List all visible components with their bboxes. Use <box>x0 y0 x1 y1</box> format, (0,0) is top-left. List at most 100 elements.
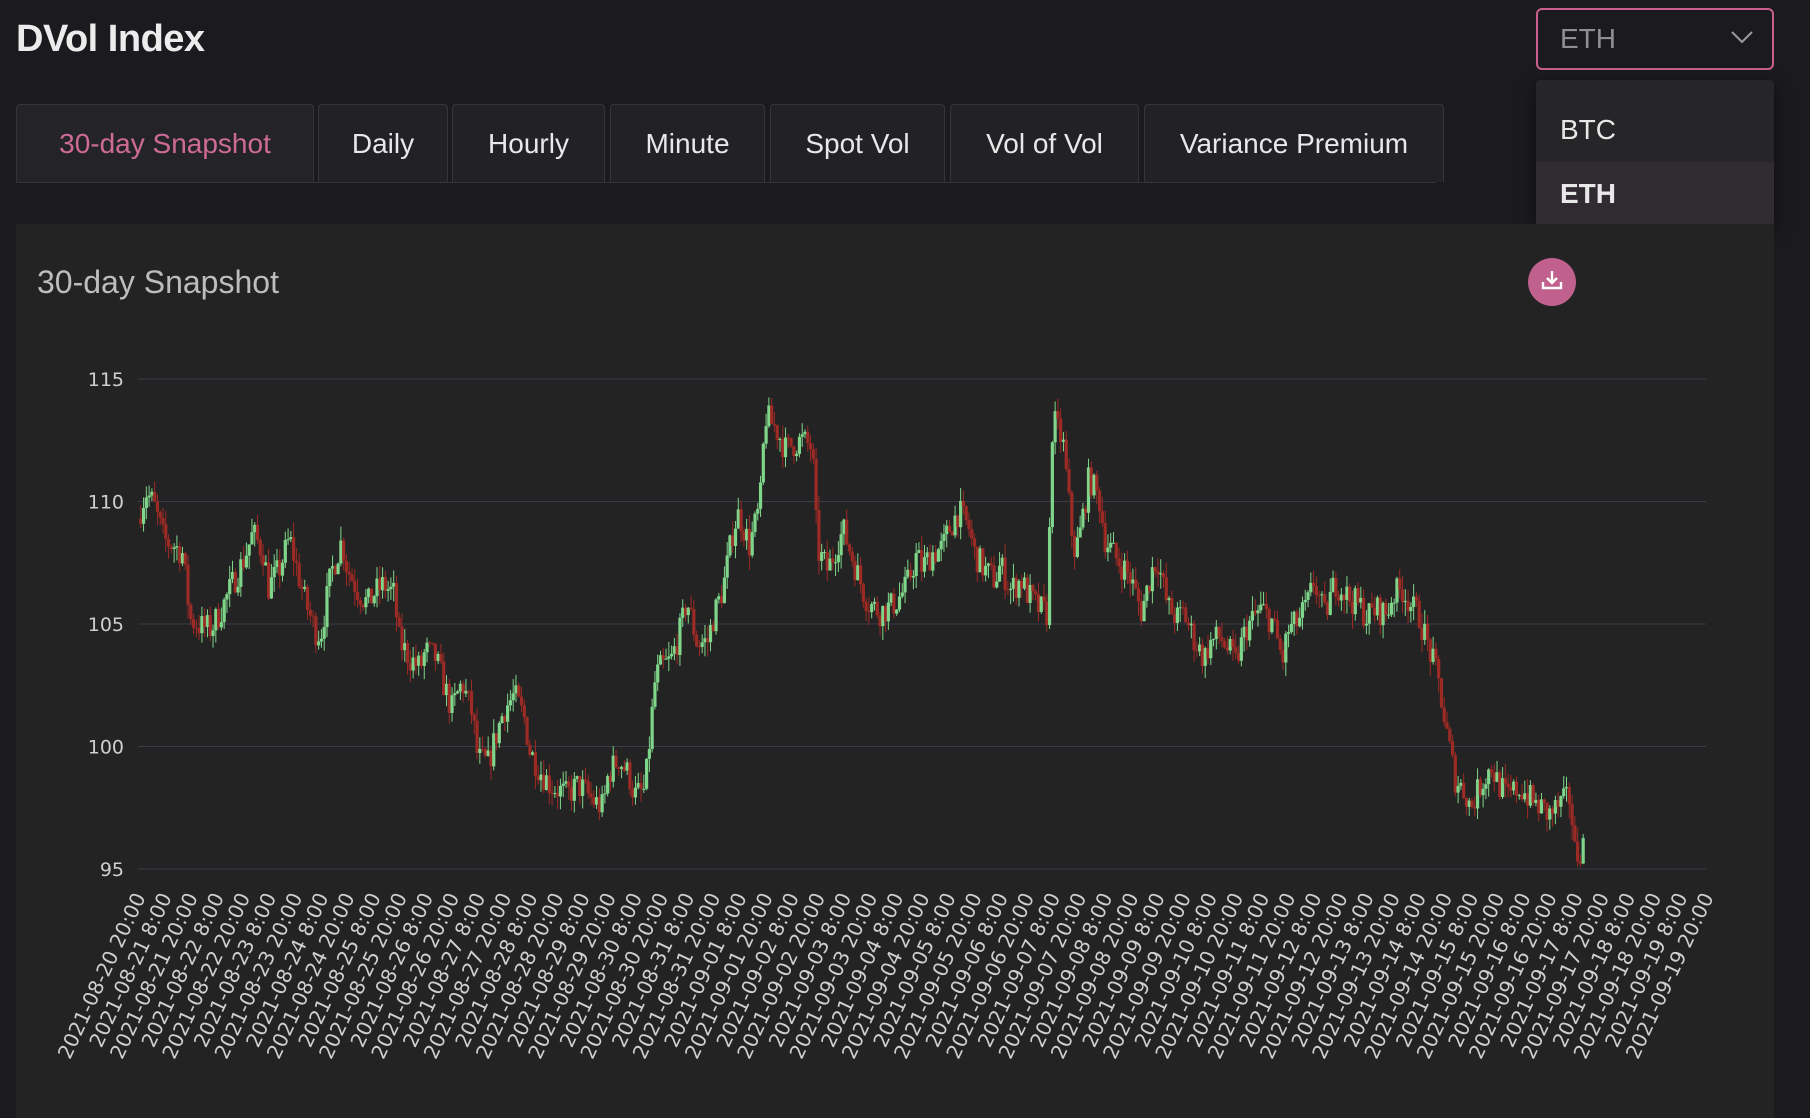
candle-down <box>1139 601 1143 622</box>
candle-down <box>1492 772 1496 782</box>
tab-spot-vol[interactable]: Spot Vol <box>770 104 945 182</box>
tab-daily[interactable]: Daily <box>318 104 448 182</box>
candle-up <box>553 792 557 794</box>
candle-up <box>839 534 843 556</box>
candle-down <box>831 558 835 563</box>
candle-down <box>1059 418 1063 442</box>
candle-up <box>672 646 676 654</box>
tab-minute[interactable]: Minute <box>610 104 765 182</box>
download-button[interactable] <box>1528 258 1576 306</box>
candle-down <box>1551 808 1555 814</box>
candle-up <box>500 716 504 724</box>
candle-up <box>514 685 518 694</box>
tab-vol-of-vol[interactable]: Vol of Vol <box>950 104 1139 182</box>
candle-down <box>1095 474 1099 491</box>
option-eth[interactable]: ETH <box>1536 162 1774 226</box>
tab-30-day-snapshot[interactable]: 30-day Snapshot <box>16 104 314 182</box>
candle-down <box>972 538 977 547</box>
page-title: DVol Index <box>16 18 205 60</box>
currency-select[interactable]: ETH <box>1536 8 1774 70</box>
candle-up <box>1000 557 1004 566</box>
candle-up <box>1047 527 1052 626</box>
candle-up <box>1284 633 1288 663</box>
candle-down <box>1100 511 1104 523</box>
candle-down <box>1234 647 1238 653</box>
option-btc[interactable]: BTC <box>1560 114 1616 145</box>
candle-down <box>950 531 954 536</box>
candle-up <box>339 540 343 564</box>
candle-down <box>864 601 868 612</box>
candle-up <box>330 566 335 569</box>
candle-down <box>333 566 337 575</box>
candle-down <box>1378 597 1382 626</box>
candle-down <box>517 685 521 697</box>
candle-down <box>578 776 582 796</box>
candle-down <box>522 705 526 718</box>
candle-up <box>1292 611 1296 625</box>
candle-up <box>364 597 368 608</box>
candle-up <box>686 607 690 616</box>
candle-up <box>411 657 415 671</box>
candle-up <box>1559 796 1563 807</box>
candle-down <box>1334 577 1338 597</box>
candle-down <box>1148 585 1152 592</box>
candle-up <box>1017 580 1021 598</box>
candle-up <box>558 785 563 797</box>
candle-up <box>1581 838 1585 864</box>
candle-down <box>1031 584 1035 592</box>
candle-up <box>1339 594 1343 601</box>
candle-down <box>489 750 493 767</box>
candle-down <box>867 611 871 613</box>
candle-down <box>1220 636 1224 642</box>
candle-down <box>970 529 974 539</box>
candle-down <box>1275 620 1280 639</box>
candle-down <box>1128 571 1132 584</box>
candle-up <box>914 553 918 577</box>
candle-up <box>508 700 513 706</box>
candle-up <box>280 562 285 576</box>
candle-up <box>1198 644 1202 652</box>
candle-up <box>594 797 599 805</box>
candle-up <box>1081 508 1085 528</box>
candle-up <box>945 525 949 535</box>
candle-up <box>1456 785 1460 793</box>
candle-down <box>1462 782 1466 798</box>
candle-up <box>1484 784 1488 789</box>
candle-down <box>1278 638 1282 651</box>
candle-up <box>486 750 490 756</box>
candle-up <box>367 588 371 598</box>
candle-down <box>1231 638 1235 648</box>
candle-up <box>644 758 649 789</box>
currency-select-value: ETH <box>1560 23 1616 54</box>
candle-down <box>1103 522 1107 553</box>
candle-down <box>1311 582 1316 586</box>
candle-up <box>1309 582 1313 593</box>
candle-down <box>1578 861 1582 864</box>
tab-variance-premium[interactable]: Variance Premium <box>1144 104 1444 182</box>
candle-down <box>1350 601 1355 615</box>
candle-up <box>1261 603 1266 605</box>
candle-up <box>658 655 663 665</box>
candle-down <box>311 615 315 617</box>
candle-down <box>1045 601 1049 626</box>
candle-down <box>617 767 621 769</box>
candle-down <box>1356 588 1360 603</box>
candle-down <box>308 609 312 616</box>
candle-up <box>1011 577 1016 589</box>
candle-up <box>758 482 763 509</box>
y-tick-label: 100 <box>88 737 124 759</box>
candle-down <box>1464 797 1469 807</box>
candle-down <box>1253 610 1257 614</box>
candle-up <box>1009 588 1013 590</box>
candle-up <box>581 779 585 796</box>
tab-hourly[interactable]: Hourly <box>452 104 605 182</box>
candle-up <box>1189 623 1193 626</box>
candle-down <box>178 546 182 564</box>
candle-down <box>981 548 985 576</box>
candle-up <box>647 749 651 759</box>
candle-up <box>225 594 229 600</box>
candle-down <box>1556 800 1560 807</box>
candle-down <box>378 578 382 591</box>
candle-down <box>203 616 207 627</box>
candle-up <box>1250 610 1255 621</box>
